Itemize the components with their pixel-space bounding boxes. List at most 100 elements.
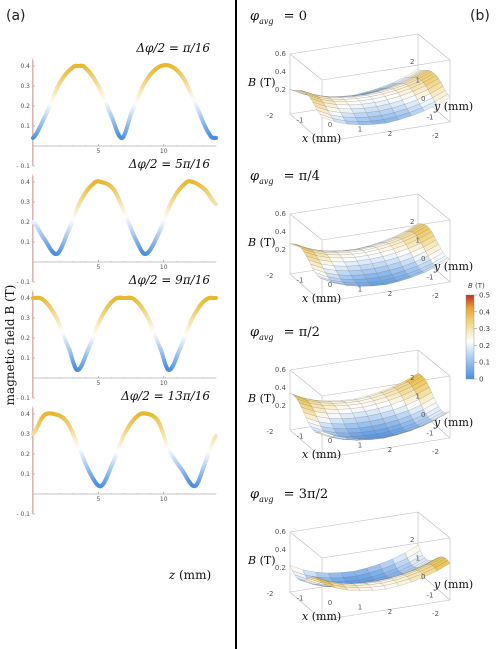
y-tick-label: 0.1	[20, 471, 30, 478]
z-axis-label: B (T)	[247, 554, 276, 567]
y-tick-label: -1	[427, 592, 434, 600]
x-tick-label: -2	[267, 112, 274, 120]
surface-cell	[337, 408, 353, 414]
x-tick-label: 1	[358, 286, 362, 294]
box-edge	[321, 219, 451, 241]
y-tick-label: 0	[421, 411, 425, 419]
y-tick-label: -2	[432, 448, 439, 456]
box-edge	[289, 429, 323, 459]
surface-mesh	[289, 223, 451, 287]
x-tick-label: 1	[358, 604, 362, 612]
x-tick-label: 0	[328, 437, 332, 445]
colorbar-tick-label: 0.1	[479, 359, 490, 367]
y-tick-label: 1	[416, 77, 420, 85]
y-tick-label: 0.4	[20, 63, 30, 70]
surface-cell	[329, 257, 345, 263]
box-edge	[321, 599, 451, 621]
y-tick-label: -2	[432, 292, 439, 300]
surface-title: φavg = 0	[250, 9, 307, 26]
surface-cell	[434, 94, 451, 105]
curve-annotation: Δφ/2 = π/16	[135, 41, 210, 55]
surface-cell	[351, 274, 367, 280]
z-tick-label: 0.2	[275, 564, 286, 572]
x-tick-label: 2	[388, 446, 392, 454]
z-axis-label: B (T)	[247, 236, 276, 249]
surface-cell	[434, 411, 451, 421]
x-axis-label: x (mm)	[302, 610, 341, 623]
curve-annotation: Δφ/2 = 5π/16	[128, 157, 211, 171]
box-edge	[289, 511, 419, 533]
x-tick-label: 10	[160, 380, 168, 387]
surface-title: φavg = 3π/2	[250, 487, 328, 504]
z-tick-label: 0.6	[275, 528, 287, 536]
y-axis-title: magnetic field B (T)	[3, 285, 17, 406]
y-tick-label: 1	[416, 555, 420, 563]
y-tick-label: 0	[421, 255, 425, 263]
surface-cell	[434, 560, 451, 572]
surface-title: φavg = π/2	[250, 325, 320, 342]
y-tick-label: 0	[421, 573, 425, 581]
curve-annotation: Δφ/2 = 9π/16	[128, 273, 211, 287]
surface-cell	[353, 278, 369, 284]
box-edge	[289, 349, 419, 371]
series-line	[31, 63, 218, 140]
z-tick-label: 0.4	[275, 68, 287, 76]
surface-cell	[339, 412, 356, 419]
y-tick-label: 1	[416, 237, 420, 245]
y-tick-label: 0.1	[20, 123, 30, 130]
x-tick-label: 2	[388, 608, 392, 616]
y-tick-label: 0.4	[20, 295, 30, 302]
box-edge	[321, 375, 451, 397]
x-tick-label: -1	[297, 595, 304, 603]
colorbar-tick-label: 0.3	[479, 325, 490, 333]
y-tick-label: 2	[410, 58, 414, 66]
curve-segment	[212, 201, 218, 206]
box-edge	[289, 33, 419, 55]
box-edge	[321, 537, 451, 559]
box-edge	[289, 591, 323, 621]
x-tick-label: 2	[388, 130, 392, 138]
x-tick-label: -2	[267, 428, 274, 436]
x-tick-label: 5	[96, 496, 100, 503]
z-tick-label: 0.6	[275, 366, 287, 374]
y-tick-label: 2	[410, 374, 414, 382]
box-edge	[289, 53, 323, 81]
line-chart-3: - 0.1 0.1 0.2 0.3 0.4 5 10 Δφ/2 = 9π/16	[16, 273, 218, 402]
colorbar-gradient	[465, 294, 475, 380]
series-line	[31, 179, 218, 257]
surface-cell	[328, 572, 344, 579]
x-tick-label: 5	[96, 148, 100, 155]
y-tick-label: 0	[421, 95, 425, 103]
curve-annotation: Δφ/2 = 13π/16	[120, 389, 210, 403]
curve-segment	[212, 434, 218, 440]
surface-cell	[351, 108, 367, 114]
box-edge	[289, 531, 323, 559]
colorbar: B (T) 0.5 0.4 0.3 0.2 0.1 0	[465, 282, 491, 384]
y-tick-label: - 0.1	[16, 163, 30, 170]
surface-cell	[357, 587, 374, 592]
surface-cell	[330, 577, 346, 583]
x-tick-label: -1	[297, 277, 304, 285]
y-tick-label: -2	[432, 610, 439, 618]
surface-title: φavg = π/4	[250, 169, 320, 186]
line-chart-2: - 0.1 0.1 0.2 0.3 0.4 5 10 Δφ/2 = 5π/16	[16, 157, 218, 286]
x-tick-label: -2	[267, 590, 274, 598]
surface-cell	[331, 261, 347, 267]
panel-b-label: (b)	[470, 8, 490, 24]
colorbar-tick-label: 0.5	[479, 292, 490, 300]
surface-cell	[344, 422, 360, 429]
box-edge	[289, 213, 323, 241]
surface-cell	[346, 265, 362, 272]
y-tick-label: - 0.1	[16, 395, 30, 402]
z-axis-label: B (T)	[247, 76, 276, 89]
z-tick-label: 0.4	[275, 546, 287, 554]
line-chart-1: - 0.1 0.1 0.2 0.3 0.4 5 10 Δφ/2 = π/16	[16, 41, 218, 170]
x-tick-label: 1	[358, 442, 362, 450]
y-tick-label: 0.4	[20, 179, 30, 186]
surface-cell	[348, 270, 365, 276]
x-tick-label: -2	[267, 272, 274, 280]
panel-a-label: (a)	[6, 8, 26, 24]
surface-mesh	[289, 373, 451, 441]
y-tick-label: 0.1	[20, 239, 30, 246]
y-tick-label: 0.2	[20, 103, 30, 110]
